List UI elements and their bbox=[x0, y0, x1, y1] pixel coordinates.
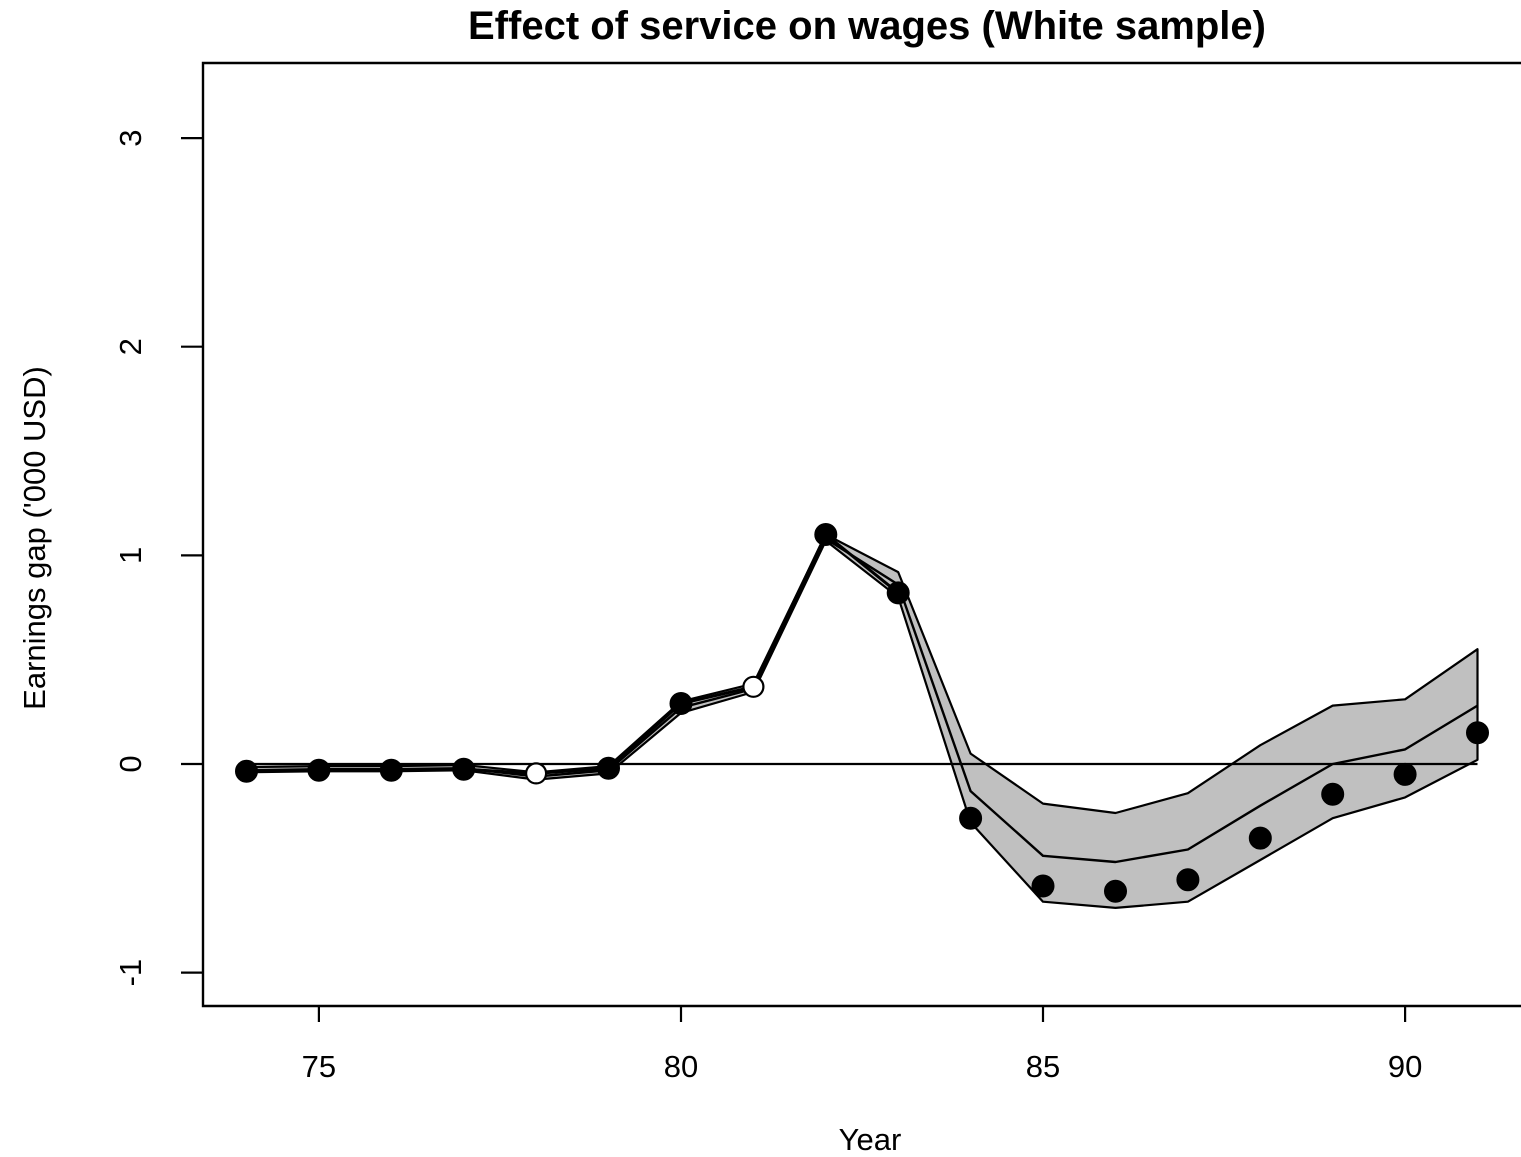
data-point bbox=[886, 581, 910, 605]
data-point bbox=[1393, 762, 1417, 786]
x-axis-label: Year bbox=[839, 1122, 902, 1157]
x-tick-label: 90 bbox=[1388, 1049, 1422, 1084]
data-point bbox=[235, 759, 258, 783]
y-tick-label: 2 bbox=[113, 338, 148, 355]
data-point bbox=[742, 675, 765, 698]
data-point bbox=[452, 757, 476, 781]
data-point bbox=[307, 758, 331, 782]
x-tick-label: 80 bbox=[664, 1049, 698, 1084]
data-point bbox=[1321, 782, 1345, 806]
x-tick-label: 85 bbox=[1026, 1049, 1060, 1084]
data-point bbox=[814, 523, 838, 546]
y-tick-label: -1 bbox=[113, 959, 148, 987]
y-axis-label: Earnings gap ('000 USD) bbox=[17, 366, 52, 710]
data-point bbox=[597, 756, 620, 780]
plot-frame bbox=[201, 61, 1521, 1008]
data-point bbox=[669, 692, 693, 715]
observed-line bbox=[246, 533, 900, 775]
chart-title: Effect of service on wages (White sample… bbox=[468, 4, 1266, 48]
data-point bbox=[1466, 721, 1489, 745]
x-tick-label: 75 bbox=[302, 1049, 336, 1084]
data-point bbox=[1248, 826, 1272, 850]
y-tick-label: 3 bbox=[113, 129, 148, 146]
y-tick-label: 1 bbox=[113, 547, 148, 564]
data-point bbox=[379, 758, 403, 782]
y-tick-label: 0 bbox=[113, 755, 148, 772]
data-point bbox=[1104, 879, 1127, 903]
data-point bbox=[1031, 874, 1055, 898]
plot-area: 75 80 85 90 -1 0 1 2 3 bbox=[113, 61, 1521, 1084]
confidence-band bbox=[245, 533, 1479, 909]
data-point bbox=[959, 806, 983, 830]
data-point bbox=[524, 762, 548, 785]
data-point bbox=[1176, 868, 1200, 892]
